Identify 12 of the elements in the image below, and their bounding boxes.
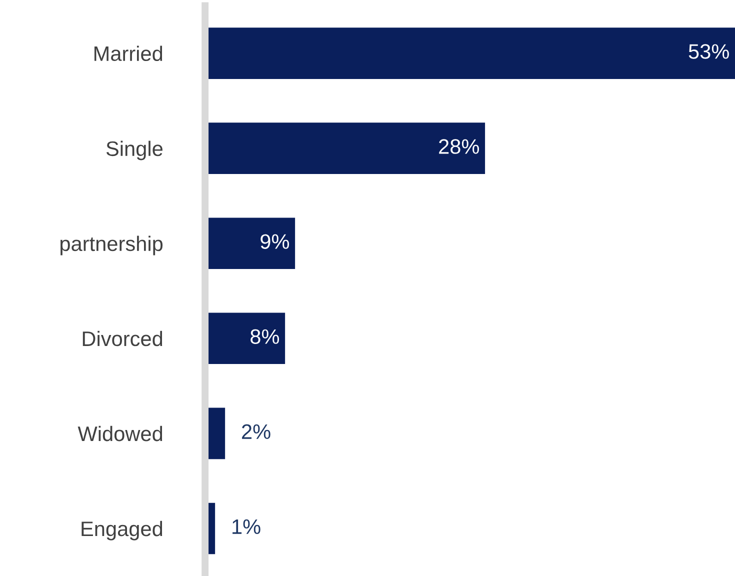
y-tick-label: Single xyxy=(106,140,162,160)
y-tick-label: partnership xyxy=(60,236,163,256)
data-label: 9% xyxy=(260,234,290,249)
data-label: 8% xyxy=(250,329,280,344)
y-tick-label: Married xyxy=(94,46,162,62)
data-label: 2% xyxy=(242,424,270,439)
data-label: 53% xyxy=(688,44,729,59)
data-label: 1% xyxy=(232,519,260,534)
y-tick-label: Engaged xyxy=(82,520,162,540)
data-label: 28% xyxy=(439,139,479,154)
y-tick-label: Divorced xyxy=(82,330,162,346)
y-tick-label: Widowed xyxy=(78,426,162,442)
